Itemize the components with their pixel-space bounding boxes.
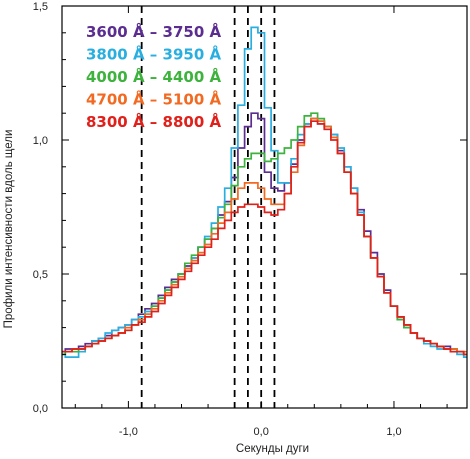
legend: 3600 Å – 3750 Å 3800 Å – 3950 Å 4000 Å – 4…	[86, 22, 221, 131]
legend-item-0: 3600 Å – 3750 Å	[86, 22, 221, 41]
x-tick-label-2: 1,0	[386, 426, 401, 438]
series-lines	[62, 26, 467, 358]
dashed-reference-lines	[140, 6, 276, 408]
legend-item-3: 4700 Å – 5100 Å	[86, 90, 221, 109]
y-axis-title: Профили интенсивности вдоль щели	[3, 130, 15, 329]
series-line-0	[62, 112, 467, 356]
legend-item-4: 8300 Å – 8800 Å	[86, 112, 221, 131]
y-tick-label-1: 0,5	[33, 269, 48, 281]
legend-item-2: 4000 Å – 4400 Å	[86, 67, 221, 86]
y-tick-label-3: 1,5	[33, 1, 48, 13]
axis-ticks: -1,0 0,0 1,0 0,0 0,5 1,0 1,5	[33, 1, 467, 438]
plot-frame	[61, 5, 468, 409]
x-tick-label-1: 0,0	[254, 426, 269, 438]
x-axis-title: Секунды дуги	[236, 443, 309, 455]
x-tick-label-0: -1,0	[119, 426, 138, 438]
legend-item-1: 3800 Å – 3950 Å	[86, 45, 221, 64]
y-tick-label-0: 0,0	[33, 403, 48, 415]
y-tick-label-2: 1,0	[33, 135, 48, 147]
series-line-4	[62, 120, 467, 356]
